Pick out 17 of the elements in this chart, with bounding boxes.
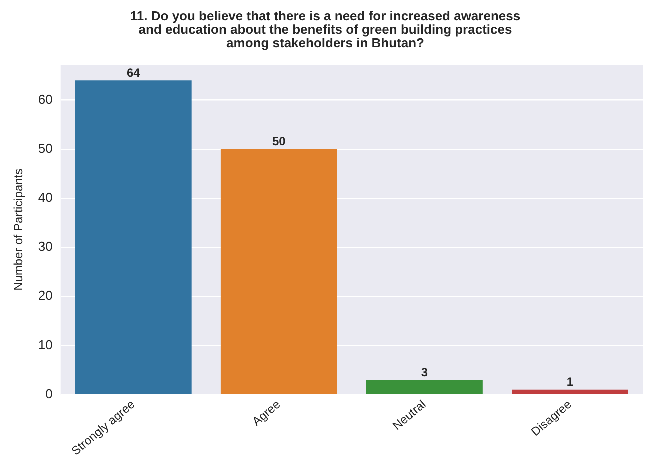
- y-tick-label: 10: [38, 337, 53, 352]
- y-tick-label: 40: [38, 190, 53, 206]
- y-tick-label: 0: [46, 386, 53, 402]
- bar: [366, 380, 483, 394]
- data-label: 50: [272, 134, 286, 149]
- bar: [75, 80, 192, 394]
- chart-title: 11. Do you believe that there is a need for increased awareness and education about the benefits of green building practices among stakeholders in Bhutan?: [130, 8, 521, 51]
- y-tick-label: 50: [38, 140, 53, 156]
- data-label: 3: [421, 365, 428, 380]
- bar: [512, 390, 628, 394]
- y-tick-label: 30: [38, 239, 53, 254]
- y-axis-title: Number of Participants: [12, 168, 26, 291]
- y-tick-label: 60: [38, 92, 53, 107]
- bar: [220, 149, 338, 394]
- data-label: 1: [566, 375, 574, 390]
- y-tick-label: 20: [38, 288, 53, 304]
- data-label: 64: [126, 66, 141, 80]
